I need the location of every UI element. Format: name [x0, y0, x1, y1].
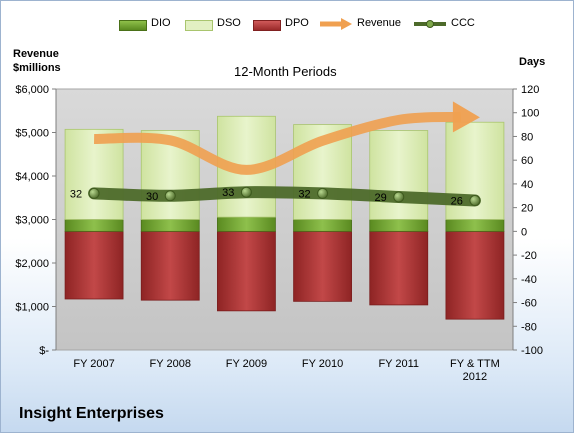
dpo-bar	[369, 230, 429, 306]
ccc-data-label: 26	[451, 196, 463, 208]
dio-bar	[217, 216, 276, 232]
legend-label-dpo: DPO	[285, 17, 309, 29]
ccc-data-label: 32	[298, 188, 310, 200]
legend-label-dio: DIO	[151, 17, 171, 29]
ccc-marker	[88, 187, 100, 199]
dso-bar	[369, 130, 429, 220]
ccc-marker	[393, 191, 405, 203]
ccc-data-label: 30	[146, 191, 158, 203]
right-axis-tick-label: -40	[521, 274, 537, 286]
left-axis-tick-label: $1,000	[15, 302, 49, 314]
right-axis-tick-label: -60	[521, 298, 537, 310]
dpo-bar	[217, 230, 276, 312]
left-axis-label-line2: $millions	[13, 62, 61, 74]
dpo-bar	[293, 230, 352, 302]
dio-bar	[369, 219, 429, 232]
left-axis-tick-label: $2,000	[15, 258, 49, 270]
ccc-marker	[469, 195, 481, 207]
ccc-marker	[240, 186, 252, 198]
left-axis-label-line1: Revenue	[13, 48, 59, 60]
legend-swatch-revenue	[320, 18, 352, 30]
x-axis-tick-label: FY 2007	[73, 358, 114, 370]
legend-swatch-dpo	[253, 20, 281, 31]
dio-bar	[140, 219, 200, 232]
left-axis-tick-label: $4,000	[15, 171, 49, 183]
revenue-line	[93, 111, 462, 175]
x-axis-tick-label: FY 2009	[226, 358, 267, 370]
right-axis-tick-label: 40	[521, 179, 533, 191]
dpo-bar	[445, 230, 505, 320]
legend-swatch-dio	[119, 20, 147, 31]
legend-label-dso: DSO	[217, 17, 241, 29]
x-axis-tick-label: FY 2008	[150, 358, 191, 370]
right-axis-tick-label: 100	[521, 108, 539, 120]
legend-swatch-ccc	[414, 20, 446, 28]
dpo-bar	[64, 230, 124, 300]
ccc-data-label: 33	[222, 187, 234, 199]
right-axis-tick-label: 80	[521, 131, 533, 143]
right-axis-tick-label: 0	[521, 226, 527, 238]
left-axis-label: Revenue $millions	[13, 47, 61, 75]
legend-label-ccc: CCC	[451, 17, 475, 29]
right-axis-tick-label: 60	[521, 155, 533, 167]
x-axis-tick-label: FY 2011	[378, 358, 419, 370]
left-axis-tick-label: $5,000	[15, 128, 49, 140]
legend: DIO DSO DPO Revenue CCC	[1, 17, 573, 33]
left-axis-tick-label: $3,000	[15, 215, 49, 227]
x-axis-tick-label: FY & TTM	[450, 358, 500, 370]
plot-area	[55, 88, 514, 351]
ccc-line	[88, 186, 481, 207]
dio-bar	[445, 219, 505, 232]
legend-label-revenue: Revenue	[357, 17, 402, 29]
right-axis-tick-label: 20	[521, 203, 533, 215]
left-axis-tick-label: $6,000	[15, 84, 49, 96]
ccc-data-label: 32	[70, 188, 82, 200]
right-axis-tick-label: -20	[521, 250, 537, 262]
x-axis-tick-label: FY 2010	[302, 358, 343, 370]
company-name: Insight Enterprises	[19, 405, 164, 422]
dso-bar	[64, 128, 124, 220]
dio-bar	[64, 219, 124, 232]
revenue-arrowhead	[452, 101, 480, 133]
right-axis-tick-label: -80	[521, 321, 537, 333]
left-axis-tick-label: $-	[39, 345, 49, 357]
dpo-bar	[140, 230, 200, 301]
ccc-marker	[317, 187, 329, 199]
ccc-marker	[164, 190, 176, 202]
right-axis-label: Days	[519, 56, 546, 68]
dio-bar	[293, 219, 352, 232]
chart-title: 12-Month Periods	[234, 64, 337, 79]
right-axis-tick-label: 120	[521, 84, 539, 96]
x-axis-tick-label: 2012	[463, 371, 487, 383]
right-axis-tick-label: -100	[521, 345, 543, 357]
ccc-data-label: 29	[375, 192, 387, 204]
legend-swatch-dso	[185, 20, 213, 31]
